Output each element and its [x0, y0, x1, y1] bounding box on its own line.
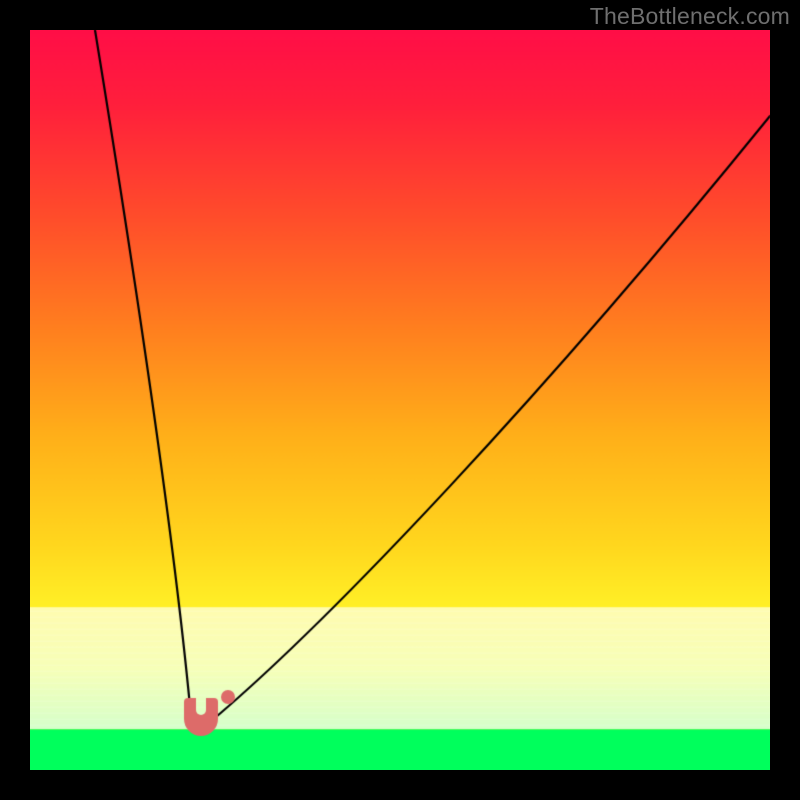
watermark-text: TheBottleneck.com: [590, 3, 790, 30]
curve-overlay: [0, 0, 800, 800]
chart-stage: TheBottleneck.com: [0, 0, 800, 800]
